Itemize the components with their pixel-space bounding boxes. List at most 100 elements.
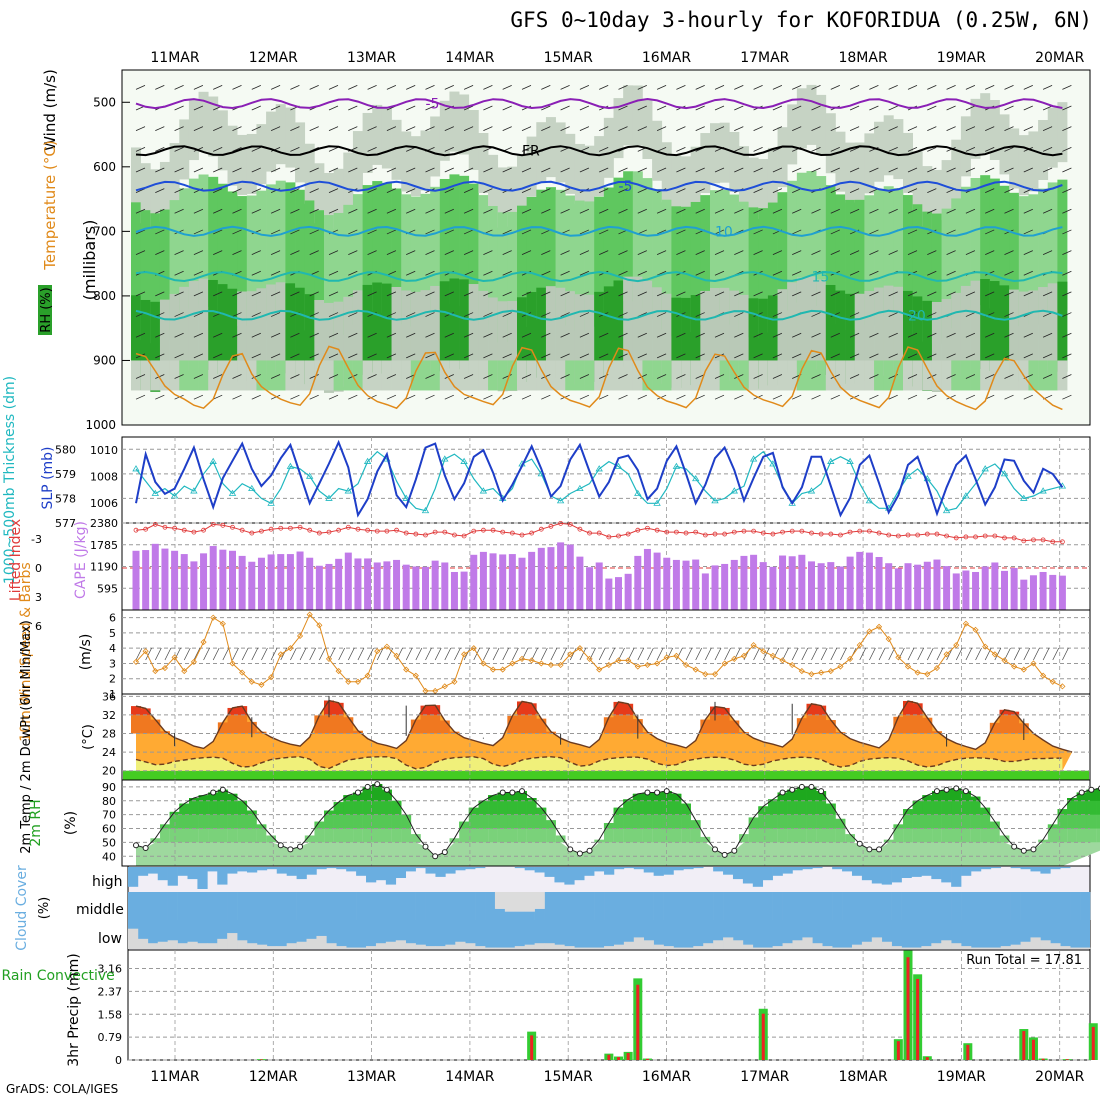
wind-barb [753, 291, 763, 297]
rh-block [478, 290, 489, 381]
wind-barb [232, 374, 242, 379]
rh-block [767, 360, 778, 391]
wind-barb [145, 647, 152, 661]
wind-point [268, 674, 275, 681]
temp-mid [131, 714, 141, 734]
cape-bar [286, 554, 294, 610]
wind-barb [521, 647, 529, 661]
rh-block [420, 360, 431, 391]
thickness-point [672, 462, 681, 469]
cloud-low-bar [425, 946, 436, 949]
cloud-low-bar [643, 940, 654, 949]
wind-barb [965, 208, 976, 214]
wind-barb [753, 332, 763, 338]
rh-band [768, 799, 778, 801]
wind-barb [734, 105, 744, 111]
rh-block [729, 194, 740, 325]
rh-block [951, 292, 962, 383]
wind-barb [434, 647, 442, 661]
wind-point [441, 683, 448, 690]
cloud-high-bar [524, 867, 535, 871]
wind-barb [830, 146, 840, 152]
wind-barb [772, 105, 783, 111]
cape-bar [663, 557, 671, 610]
li-point [596, 530, 602, 536]
wind-barb [1052, 647, 1060, 661]
cape-bar [460, 571, 468, 610]
precip-conv-bar [916, 978, 920, 1060]
li-point [645, 525, 650, 531]
wind-barb [367, 84, 377, 90]
cape-bar [402, 564, 410, 610]
rh-block [883, 115, 894, 176]
wind-barb [849, 188, 860, 194]
rh-band [623, 799, 634, 801]
wind-barb [338, 647, 345, 661]
rh-band [1047, 824, 1058, 843]
wind-barb [213, 291, 223, 297]
rh-label: 2m RH [28, 799, 44, 846]
wind-barb [193, 105, 204, 111]
rh-band [758, 806, 769, 815]
wind-barb [946, 270, 956, 276]
wind-barb [656, 105, 667, 111]
wind-barb [521, 208, 532, 214]
rh-block [1038, 119, 1049, 180]
wind-barb [502, 126, 512, 132]
wind-barb [155, 312, 165, 317]
wind-barb [849, 312, 860, 317]
wind-barb [155, 208, 165, 214]
rh-block [738, 360, 749, 391]
wind-barb [463, 312, 474, 317]
rh-band [681, 803, 691, 829]
rh-block [883, 186, 894, 317]
wind-point [1049, 678, 1056, 685]
li-point [143, 526, 149, 532]
wind-barb [734, 332, 744, 338]
cape-bar [711, 565, 719, 610]
wind-barb [772, 647, 780, 661]
wind-barb [560, 353, 570, 359]
cloud-mid-bar [326, 892, 337, 920]
wind-point [721, 660, 728, 667]
rh-block [912, 151, 923, 212]
wind-barb [849, 84, 860, 90]
wind-barb [463, 332, 474, 338]
wind-barb [560, 126, 570, 132]
cloud-low-bar [147, 943, 159, 949]
wind-barb [521, 146, 532, 152]
wind-barb [927, 394, 937, 400]
rh-block [816, 94, 827, 155]
precip-conv-bar [259, 1059, 263, 1060]
wind-barb [406, 146, 416, 152]
li-point [249, 530, 255, 536]
cloud-high-bar [613, 867, 625, 870]
rh-block [227, 360, 238, 391]
date-bottom-1: 12MAR [249, 1069, 298, 1085]
cape-bar [836, 566, 844, 610]
wind-barb [695, 332, 705, 338]
wind-barb [328, 250, 339, 255]
date-bottom-7: 18MAR [838, 1069, 887, 1085]
cloud-high-bar [871, 867, 883, 884]
wind-barb [135, 250, 146, 255]
temp-mid [536, 718, 547, 734]
li-point [181, 527, 187, 533]
cloud-low-bar [970, 947, 982, 949]
wind-barb [811, 84, 821, 90]
temp-mid [825, 720, 836, 734]
rh-block [806, 276, 817, 367]
wind-barb [135, 291, 146, 297]
rh-point [354, 789, 361, 796]
date-bottom-9: 20MAR [1035, 1069, 1084, 1085]
cape-bar [296, 551, 304, 610]
chart-title: GFS 0~10day 3-hourly for KOFORIDUA (0.25… [510, 8, 1092, 32]
rh-band [497, 792, 508, 801]
wind-barb [753, 250, 763, 255]
cloud-mid-bar [177, 892, 188, 920]
wind-barb [1023, 167, 1033, 173]
wind-barb [869, 250, 879, 255]
rh-block [796, 88, 807, 149]
wind-barb [579, 270, 590, 276]
rh-band [951, 788, 962, 815]
